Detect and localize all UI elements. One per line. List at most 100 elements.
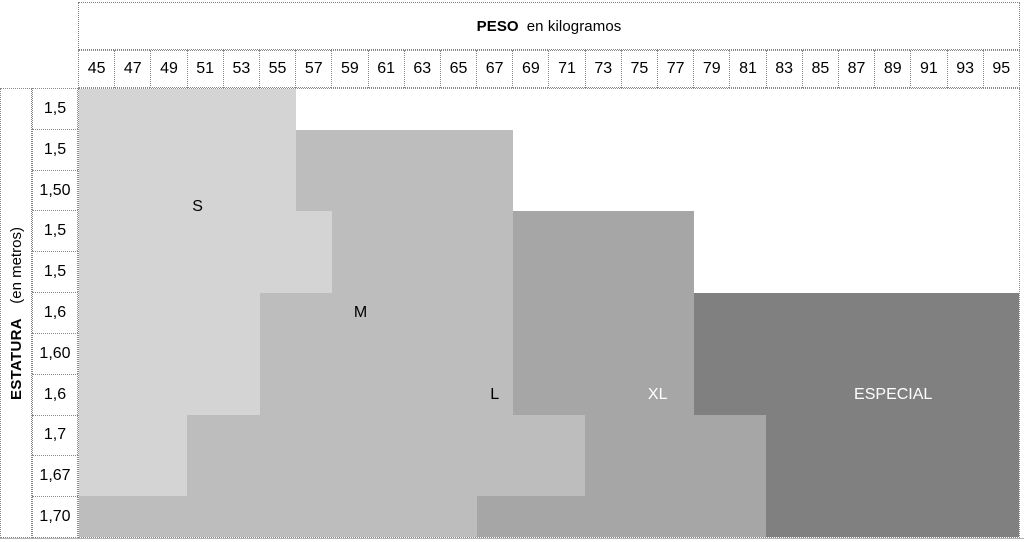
size-cell-l (693, 496, 730, 537)
size-cell-empty (585, 129, 622, 171)
size-cell-s (187, 129, 224, 171)
height-header-column: 1,5 1,5 1,50 1,5 1,5 1,6 1,60 1,6 1,7 1,67 1,70 (32, 88, 78, 538)
size-cell-l (621, 496, 658, 537)
weight-header-cell: 81 (729, 50, 766, 88)
size-cell-m (368, 251, 405, 293)
bottom-rule (0, 538, 1024, 539)
size-cell-l (585, 414, 622, 456)
size-cell-m (187, 414, 224, 456)
size-cell-xl (982, 496, 1019, 537)
size-cell-s (295, 211, 333, 252)
size-cell-m (404, 496, 441, 537)
weight-header-cell: 79 (693, 50, 730, 88)
size-cell-s (115, 251, 152, 293)
size-cell-empty (946, 251, 983, 293)
size-cell-l (512, 496, 549, 537)
weight-header-cell: 55 (258, 50, 296, 88)
weight-header-cell: 61 (367, 50, 404, 88)
size-cell-xl (874, 333, 911, 375)
size-cell-m (549, 455, 586, 497)
size-cell-xl (946, 333, 983, 375)
weight-header-cell: 63 (403, 50, 440, 88)
size-cell-l (585, 455, 622, 497)
size-cell-m (368, 292, 405, 334)
size-cell-empty (838, 89, 875, 130)
size-cell-empty (512, 89, 549, 130)
size-cell-s (187, 170, 224, 212)
size-cell-m (151, 496, 188, 537)
size-cell-m (512, 414, 549, 456)
size-cell-xl (874, 292, 911, 334)
size-cell-empty (295, 89, 333, 130)
size-cell-xl (802, 414, 839, 456)
size-cell-m (440, 292, 477, 334)
weight-header-row: 45 47 49 51 53 55 57 59 61 63 65 67 69 71 73 75 77 79 81 83… (78, 50, 1020, 88)
size-cell-m (404, 170, 441, 212)
size-cell-m (295, 333, 333, 375)
size-cell-s (259, 211, 296, 252)
size-cell-m (512, 455, 549, 497)
size-cell-empty (729, 251, 766, 293)
weight-header-cell: 53 (222, 50, 259, 88)
size-cell-xl (946, 292, 983, 334)
size-cell-s (115, 211, 152, 252)
size-cell-empty (729, 170, 766, 212)
height-header-cell: 1,5 (32, 128, 78, 170)
height-header-cell: 1,7 (32, 414, 78, 456)
size-cell-s (295, 251, 333, 293)
size-cell-l (549, 496, 586, 537)
size-cell-s (79, 211, 116, 252)
size-cell-m (259, 292, 296, 334)
size-cell-m (476, 333, 513, 375)
size-cell-xl (874, 414, 911, 456)
size-cell-xl (982, 292, 1019, 334)
size-cell-xl (765, 292, 803, 334)
size-cell-xl (910, 374, 947, 415)
size-cell-m (295, 414, 333, 456)
size-cell-xl (910, 455, 947, 497)
size-cell-xl (910, 292, 947, 334)
size-cell-l (512, 374, 549, 415)
size-cell-m (440, 374, 477, 415)
size-cell-m (259, 333, 296, 375)
size-cell-s (259, 89, 296, 130)
size-cell-xl (982, 455, 1019, 497)
size-cell-empty (621, 129, 658, 171)
size-cell-empty (946, 211, 983, 252)
size-cell-s (79, 89, 116, 130)
size-cell-xl (838, 455, 875, 497)
size-cell-s (259, 129, 296, 171)
size-cell-empty (657, 129, 694, 171)
size-cell-empty (549, 170, 586, 212)
weight-header-cell: 67 (476, 50, 513, 88)
size-cell-m (187, 455, 224, 497)
weight-header-cell: 75 (620, 50, 657, 88)
size-cell-l (585, 333, 622, 375)
size-cell-m (368, 455, 405, 497)
height-header-cell: 1,5 (32, 251, 78, 293)
size-cell-empty (838, 170, 875, 212)
size-cell-l (657, 292, 694, 334)
size-cell-l (549, 251, 586, 293)
size-cell-m (476, 170, 513, 212)
weight-axis-title: PESO en kilogramos (78, 2, 1020, 50)
size-cell-m (440, 333, 477, 375)
corner-blank (0, 0, 78, 88)
size-cell-s (151, 374, 188, 415)
size-cell-m (404, 374, 441, 415)
size-cell-m (404, 455, 441, 497)
size-cell-xl (693, 292, 730, 334)
size-cell-l (621, 292, 658, 334)
size-cell-m (404, 292, 441, 334)
size-cell-m (332, 333, 369, 375)
size-cell-empty (982, 211, 1019, 252)
size-cell-empty (657, 170, 694, 212)
size-cell-xl (729, 292, 766, 334)
size-cell-empty (802, 170, 839, 212)
size-cell-empty (729, 129, 766, 171)
size-cell-empty (874, 170, 911, 212)
size-cell-m (332, 251, 369, 293)
size-cell-s (223, 333, 260, 375)
size-cell-m (79, 496, 116, 537)
